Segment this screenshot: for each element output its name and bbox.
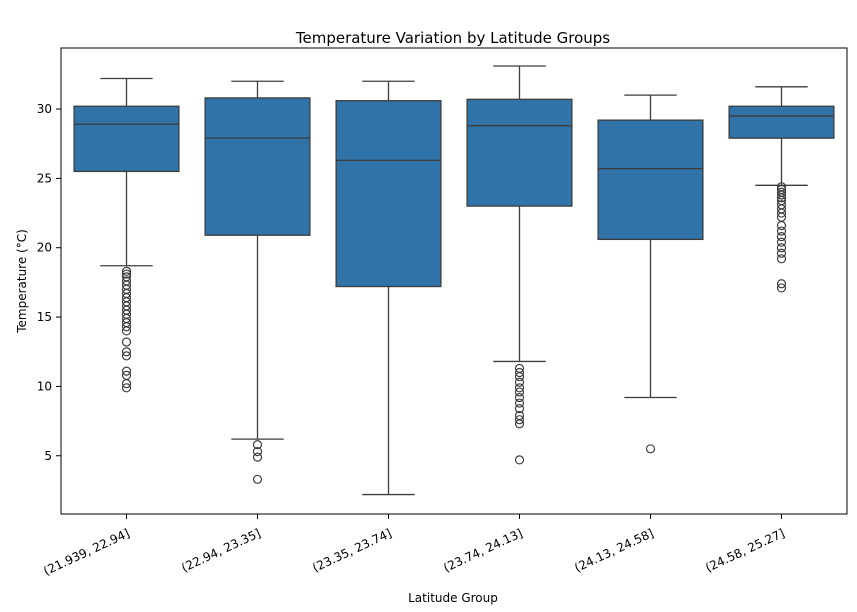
chart-title: Temperature Variation by Latitude Groups — [295, 29, 610, 47]
x-tick-label: (24.58, 25.27] — [703, 526, 787, 575]
outlier-point — [252, 474, 263, 484]
outlier-point — [514, 383, 525, 393]
outlier-point — [252, 446, 263, 457]
y-tick-label: 10 — [37, 379, 52, 393]
box-group-1 — [73, 77, 180, 393]
y-axis: 5 10 15 20 25 30 — [37, 102, 61, 463]
outlier-point — [514, 367, 525, 378]
outlier-point — [252, 440, 263, 450]
outlier-point — [776, 220, 787, 231]
outlier-point — [645, 444, 656, 454]
x-axis: (21.939, 22.94] (22.94, 23.35] (23.35, 23.… — [41, 514, 787, 578]
plot-marks — [73, 65, 835, 496]
outlier-point — [776, 208, 787, 218]
outlier-point — [514, 392, 525, 403]
y-tick-label: 15 — [37, 310, 52, 324]
outlier-point — [776, 283, 787, 293]
y-tick-label: 30 — [37, 102, 52, 116]
outlier-point — [121, 322, 132, 332]
iqr-box — [335, 100, 442, 288]
outlier-point — [514, 403, 525, 414]
outlier-point — [776, 226, 787, 236]
outlier-point — [121, 347, 132, 357]
iqr-box — [597, 119, 704, 241]
box-group-4 — [466, 65, 573, 465]
outlier-point — [514, 415, 525, 425]
x-tick-label: (23.74, 24.13] — [441, 526, 525, 575]
box-group-2 — [204, 80, 311, 484]
outlier-point — [121, 351, 132, 361]
box-group-5 — [597, 94, 704, 454]
x-tick-label: (22.94, 23.35] — [179, 526, 263, 575]
outlier-point — [514, 455, 525, 465]
y-axis-label: Temperature (°C) — [15, 229, 29, 334]
y-tick-label: 25 — [37, 171, 52, 185]
outlier-point — [121, 266, 132, 276]
x-tick-label: (23.35, 23.74] — [310, 526, 394, 575]
outlier-point — [514, 419, 525, 429]
iqr-box — [466, 98, 573, 207]
x-tick-label: (24.13, 24.58] — [572, 526, 656, 575]
outlier-point — [514, 377, 525, 387]
iqr-box — [73, 105, 180, 173]
outlier-point — [776, 237, 787, 247]
box-group-3 — [335, 80, 442, 496]
y-tick-label: 20 — [37, 241, 52, 255]
outlier-point — [776, 248, 787, 258]
outlier-point — [121, 379, 132, 389]
outlier-point — [776, 190, 787, 200]
outlier-point — [121, 326, 132, 336]
outlier-point — [776, 243, 787, 253]
box-group-6 — [728, 86, 835, 293]
x-axis-label: Latitude Group — [408, 591, 498, 605]
outlier-point — [776, 254, 787, 264]
x-tick-label: (21.939, 22.94] — [41, 526, 132, 578]
outlier-point — [252, 452, 263, 462]
outlier-point — [121, 383, 132, 393]
outlier-point — [514, 387, 525, 397]
iqr-box — [204, 97, 311, 236]
y-tick-label: 5 — [44, 449, 52, 463]
outlier-point — [121, 366, 132, 376]
iqr-box — [728, 105, 835, 139]
outlier-point — [121, 337, 132, 347]
outlier-point — [514, 372, 525, 382]
outlier-point — [514, 398, 525, 408]
outlier-point — [121, 269, 132, 279]
outlier-point — [776, 193, 787, 203]
outlier-point — [776, 232, 787, 242]
outlier-point — [776, 279, 787, 289]
plot-area-frame — [60, 47, 848, 515]
